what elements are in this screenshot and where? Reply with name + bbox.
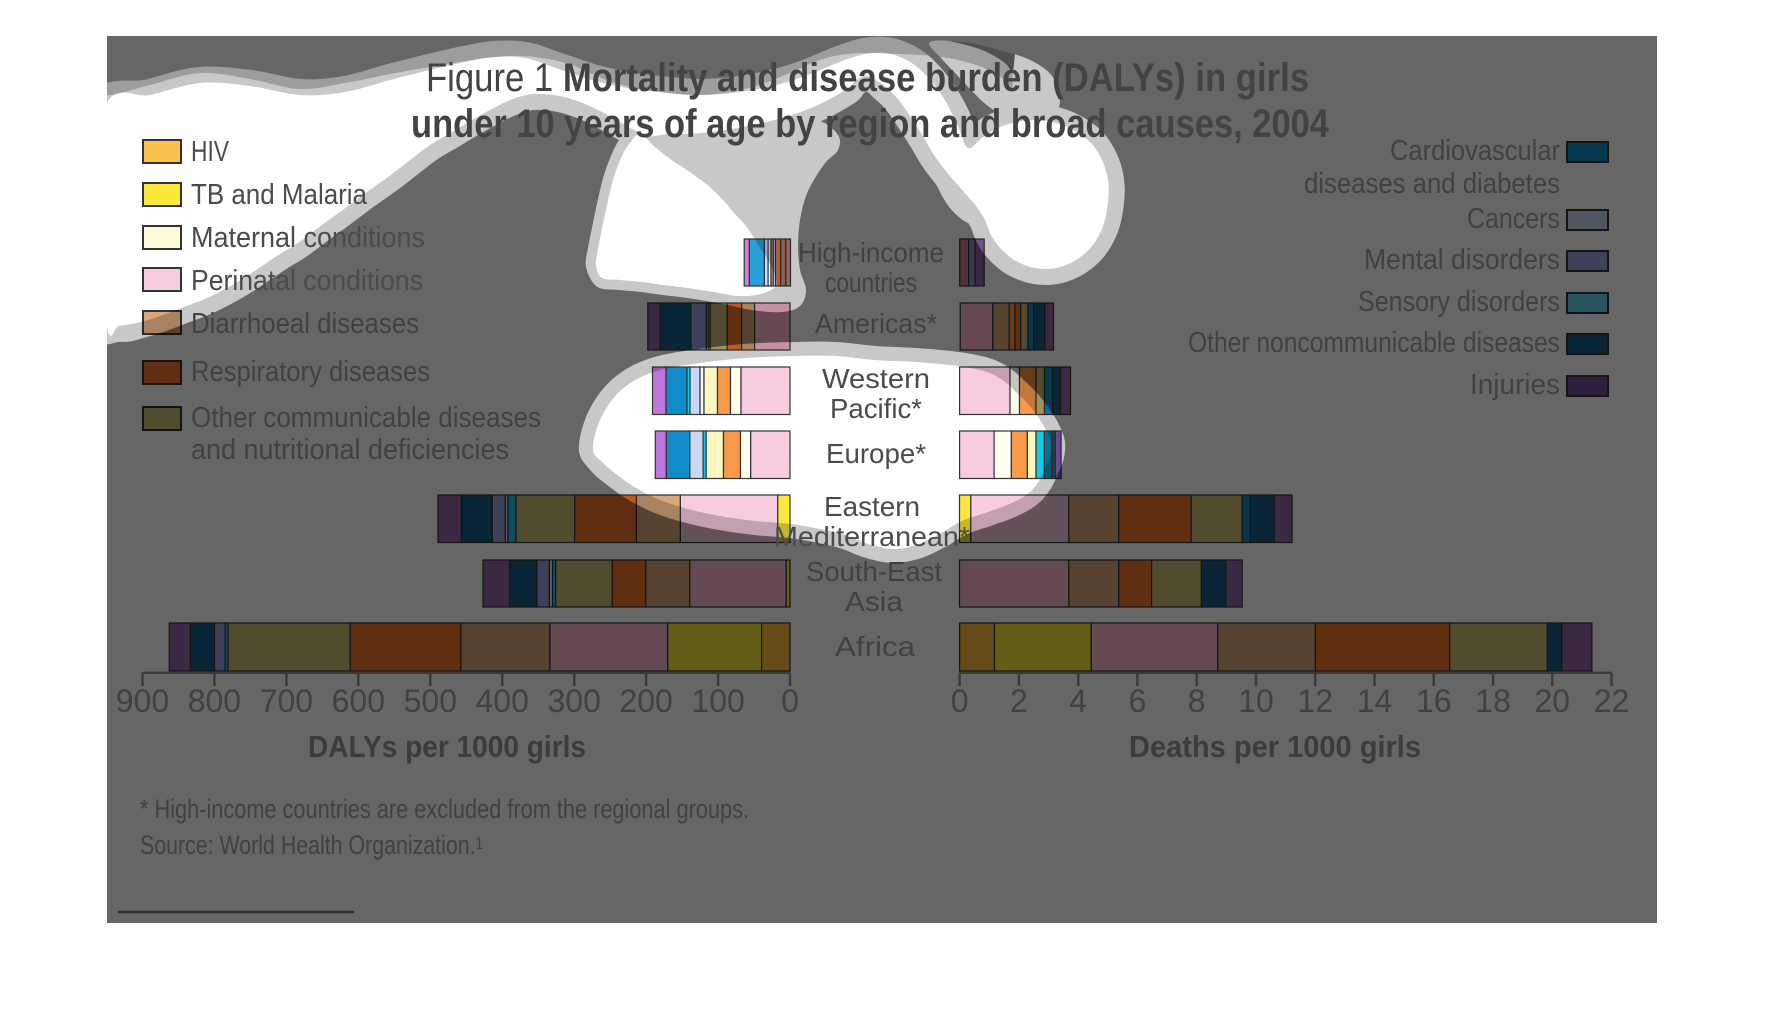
svg-text:900: 900: [116, 683, 169, 719]
svg-text:18: 18: [1475, 683, 1511, 719]
svg-text:Perinatal conditions: Perinatal conditions: [191, 265, 423, 297]
svg-text:Figure 1 Mortality and disease: Figure 1 Mortality and disease burden (D…: [426, 56, 1309, 100]
svg-text:TB and Malaria: TB and Malaria: [191, 179, 368, 211]
svg-text:12: 12: [1297, 683, 1333, 719]
svg-text:Mediterranean*: Mediterranean*: [774, 521, 970, 552]
svg-text:Maternal conditions: Maternal conditions: [191, 222, 425, 254]
svg-text:diseases and diabetes: diseases and diabetes: [1304, 168, 1560, 200]
svg-text:400: 400: [476, 683, 529, 719]
svg-text:20: 20: [1535, 683, 1571, 719]
svg-text:Asia: Asia: [845, 586, 903, 617]
svg-text:14: 14: [1357, 683, 1393, 719]
svg-text:Cardiovascular: Cardiovascular: [1390, 135, 1560, 167]
svg-text:0: 0: [951, 683, 969, 719]
svg-text:countries: countries: [825, 267, 917, 298]
svg-text:300: 300: [548, 683, 601, 719]
svg-text:2: 2: [1010, 683, 1028, 719]
svg-text:under 10 years of age by regio: under 10 years of age by region and broa…: [411, 102, 1330, 146]
svg-text:Injuries: Injuries: [1470, 369, 1560, 401]
svg-text:22: 22: [1594, 683, 1630, 719]
svg-text:* High-income countries are ex: * High-income countries are excluded fro…: [140, 794, 749, 824]
svg-text:Eastern: Eastern: [824, 491, 920, 522]
svg-text:Deaths per 1000 girls: Deaths per 1000 girls: [1129, 729, 1421, 764]
svg-text:and nutritional deficiencies: and nutritional deficiencies: [191, 434, 509, 466]
svg-text:500: 500: [404, 683, 457, 719]
svg-text:Diarrhoeal diseases: Diarrhoeal diseases: [191, 308, 419, 340]
svg-text:Europe*: Europe*: [826, 438, 926, 469]
svg-text:4: 4: [1069, 683, 1087, 719]
svg-text:High-income: High-income: [798, 237, 944, 268]
svg-text:16: 16: [1416, 683, 1452, 719]
svg-text:South-East: South-East: [806, 556, 942, 587]
svg-text:Cancers: Cancers: [1467, 203, 1560, 235]
svg-text:200: 200: [619, 683, 672, 719]
svg-text:DALYs per 1000 girls: DALYs per 1000 girls: [308, 729, 586, 764]
svg-text:8: 8: [1188, 683, 1206, 719]
svg-text:700: 700: [260, 683, 313, 719]
svg-text:Western: Western: [822, 363, 930, 394]
svg-text:Americas*: Americas*: [815, 308, 937, 339]
svg-text:10: 10: [1238, 683, 1274, 719]
svg-text:600: 600: [332, 683, 385, 719]
svg-text:Other communicable diseases: Other communicable diseases: [191, 402, 541, 434]
svg-text:Pacific*: Pacific*: [830, 393, 922, 424]
svg-text:100: 100: [691, 683, 744, 719]
svg-text:Source: World Health Organizat: Source: World Health Organization.1: [140, 830, 483, 860]
svg-text:Other noncommunicable diseases: Other noncommunicable diseases: [1188, 327, 1560, 359]
svg-text:0: 0: [781, 683, 799, 719]
svg-text:6: 6: [1129, 683, 1147, 719]
svg-text:Africa: Africa: [835, 631, 915, 662]
svg-text:Mental disorders: Mental disorders: [1364, 244, 1560, 276]
svg-text:Sensory disorders: Sensory disorders: [1358, 286, 1560, 318]
svg-text:800: 800: [188, 683, 241, 719]
svg-text:Respiratory diseases: Respiratory diseases: [191, 356, 430, 388]
svg-text:HIV: HIV: [191, 136, 230, 168]
